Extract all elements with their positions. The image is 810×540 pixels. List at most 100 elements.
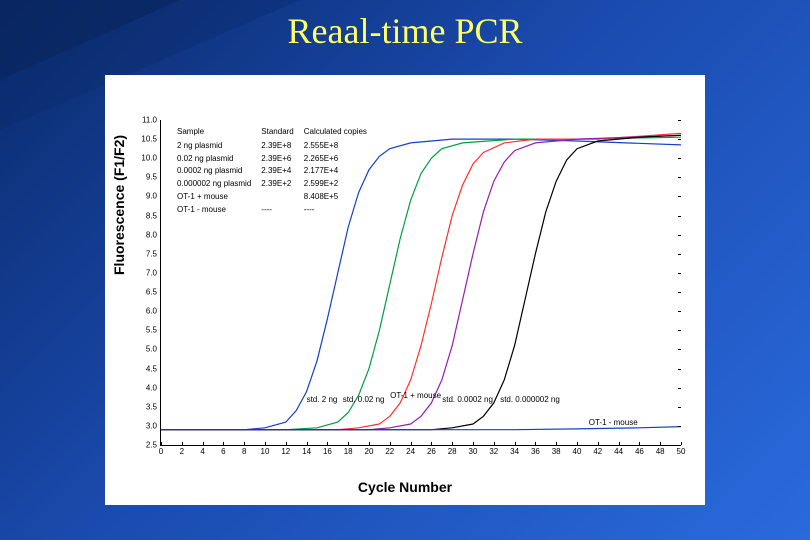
table-cell: 2 ng plasmid: [177, 141, 259, 152]
table-cell: 8.408E+5: [304, 192, 375, 203]
x-tick: 44: [614, 445, 623, 456]
x-tick-mark: [431, 442, 432, 445]
x-tick: 48: [656, 445, 665, 456]
x-tick-mark: [681, 442, 682, 445]
table-cell: ----: [304, 205, 375, 216]
x-tick-mark: [556, 442, 557, 445]
y-tick-mark: [678, 254, 681, 255]
slide-title: Reaal-time PCR: [0, 10, 810, 52]
y-tick: 9.5: [146, 173, 161, 182]
table-cell: 2.39E+4: [261, 166, 301, 177]
table-row: 0.0002 ng plasmid2.39E+42.177E+4: [177, 166, 375, 177]
x-tick-mark: [348, 442, 349, 445]
table-cell: 2.599E+2: [304, 179, 375, 190]
table-row: 0.000002 ng plasmid2.39E+22.599E+2: [177, 179, 375, 190]
y-tick: 11.0: [142, 116, 161, 125]
x-tick: 30: [469, 445, 478, 456]
x-tick: 32: [489, 445, 498, 456]
y-axis-label: Fluorescence (F1/F2): [111, 135, 127, 275]
x-tick: 22: [385, 445, 394, 456]
y-tick: 5.5: [146, 326, 161, 335]
y-tick: 3.0: [146, 421, 161, 430]
x-tick-mark: [494, 442, 495, 445]
y-tick-mark: [678, 235, 681, 236]
table-cell: 2.39E+8: [261, 141, 301, 152]
x-tick-mark: [452, 442, 453, 445]
x-tick: 40: [573, 445, 582, 456]
y-tick-mark: [678, 311, 681, 312]
x-tick-mark: [411, 442, 412, 445]
x-tick: 42: [593, 445, 602, 456]
table-header-cell: Calculated copies: [304, 127, 375, 139]
x-tick: 34: [510, 445, 519, 456]
x-tick-mark: [223, 442, 224, 445]
y-tick-mark: [678, 292, 681, 293]
pcr-chart: Fluorescence (F1/F2) Cycle Number 2.53.0…: [105, 75, 705, 505]
y-tick: 5.0: [146, 345, 161, 354]
y-tick-mark: [678, 177, 681, 178]
x-tick: 36: [531, 445, 540, 456]
y-tick-mark: [678, 216, 681, 217]
table-cell: 2.555E+8: [304, 141, 375, 152]
x-tick-mark: [535, 442, 536, 445]
x-tick: 16: [323, 445, 332, 456]
x-tick-mark: [203, 442, 204, 445]
x-tick-mark: [390, 442, 391, 445]
x-tick: 14: [302, 445, 311, 456]
y-tick-mark: [678, 369, 681, 370]
table-cell: 0.0002 ng plasmid: [177, 166, 259, 177]
series-label: std. 0.0002 ng: [438, 395, 498, 404]
x-tick-mark: [265, 442, 266, 445]
table-cell: 2.39E+6: [261, 154, 301, 165]
series-label: OT-1 + mouse: [386, 391, 446, 400]
table-row: 2 ng plasmid2.39E+82.555E+8: [177, 141, 375, 152]
x-tick: 12: [281, 445, 290, 456]
x-tick-mark: [577, 442, 578, 445]
y-tick: 3.5: [146, 402, 161, 411]
x-tick: 24: [406, 445, 415, 456]
y-tick: 7.0: [146, 268, 161, 277]
y-tick-mark: [678, 139, 681, 140]
x-tick: 28: [448, 445, 457, 456]
x-tick: 18: [344, 445, 353, 456]
x-tick-mark: [286, 442, 287, 445]
x-tick-mark: [515, 442, 516, 445]
series-label: std. 0.000002 ng: [500, 395, 560, 404]
table-row: 0.02 ng plasmid2.39E+62.265E+6: [177, 154, 375, 165]
y-tick-mark: [678, 330, 681, 331]
x-tick: 0: [159, 445, 163, 456]
y-tick-mark: [678, 407, 681, 408]
y-tick: 10.0: [141, 154, 161, 163]
table-cell: 2.39E+2: [261, 179, 301, 190]
chart-panel: Fluorescence (F1/F2) Cycle Number 2.53.0…: [105, 75, 705, 505]
slide: Reaal-time PCR Fluorescence (F1/F2) Cycl…: [0, 0, 810, 540]
y-tick: 10.5: [141, 135, 161, 144]
x-tick: 46: [635, 445, 644, 456]
x-tick: 26: [427, 445, 436, 456]
table-cell: 0.02 ng plasmid: [177, 154, 259, 165]
y-tick-mark: [678, 158, 681, 159]
x-tick: 20: [365, 445, 374, 456]
y-tick: 6.5: [146, 288, 161, 297]
table-cell: ----: [261, 205, 301, 216]
x-tick-mark: [473, 442, 474, 445]
x-tick-mark: [639, 442, 640, 445]
series-label: OT-1 - mouse: [583, 418, 643, 427]
y-tick: 4.5: [146, 364, 161, 373]
table-cell: OT-1 + mouse: [177, 192, 259, 203]
table-cell: 2.177E+4: [304, 166, 375, 177]
table-cell: [261, 192, 301, 203]
x-tick-mark: [307, 442, 308, 445]
y-tick: 9.0: [146, 192, 161, 201]
y-tick: 8.5: [146, 211, 161, 220]
x-tick-mark: [327, 442, 328, 445]
table-cell: 2.265E+6: [304, 154, 375, 165]
table-header-row: SampleStandardCalculated copies: [177, 127, 375, 139]
x-tick: 6: [221, 445, 225, 456]
y-tick-mark: [678, 196, 681, 197]
x-tick: 2: [180, 445, 184, 456]
x-tick-mark: [598, 442, 599, 445]
table-header-cell: Standard: [261, 127, 301, 139]
x-tick: 8: [242, 445, 246, 456]
y-tick: 8.0: [146, 230, 161, 239]
